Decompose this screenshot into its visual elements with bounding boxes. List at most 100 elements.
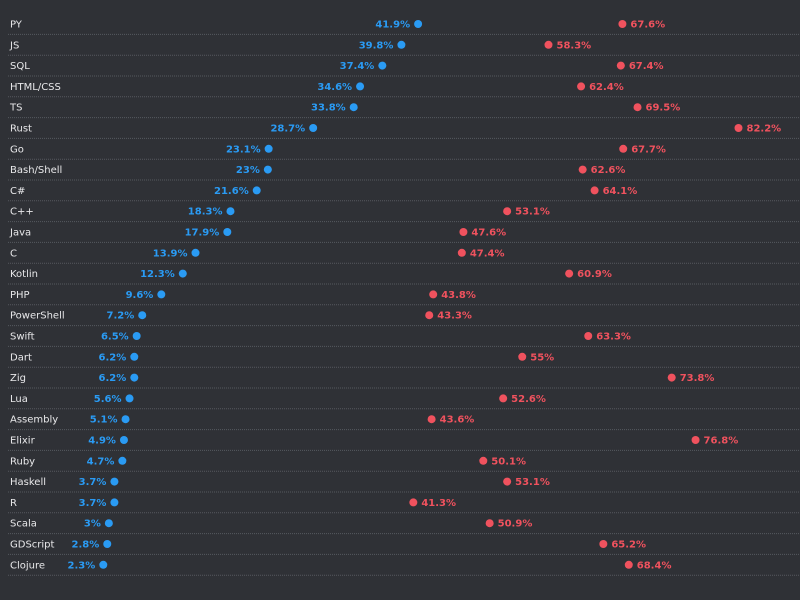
chart-row: Clojure 2.3% 68.4% <box>8 560 800 576</box>
low-point <box>349 103 358 112</box>
category-label: SQL <box>10 61 30 72</box>
low-point <box>264 144 273 153</box>
chart-row: Elixir 4.9% 76.8% <box>8 436 800 451</box>
chart-row: Dart 6.2% 55% <box>8 352 800 368</box>
high-point <box>409 498 418 507</box>
category-label: Rust <box>10 124 32 135</box>
low-point <box>356 82 365 91</box>
low-value-label: 4.7% <box>87 456 115 467</box>
low-value-label: 41.9% <box>375 20 410 31</box>
chart-row: Java 17.9% 47.6% <box>8 228 800 243</box>
category-label: HTML/CSS <box>10 82 61 93</box>
low-point <box>252 186 261 195</box>
chart-row: JS 39.8% 58.3% <box>8 40 800 56</box>
low-value-label: 17.9% <box>185 228 220 239</box>
high-value-label: 50.1% <box>491 456 526 467</box>
chart-row: Ruby 4.7% 50.1% <box>8 456 800 472</box>
low-value-label: 37.4% <box>340 61 375 72</box>
high-value-label: 62.4% <box>589 82 624 93</box>
high-point <box>518 352 527 361</box>
chart-row: Zig 6.2% 73.8% <box>8 373 800 389</box>
high-point <box>457 248 466 257</box>
low-point <box>223 228 232 236</box>
low-value-label: 34.6% <box>317 82 352 93</box>
high-point <box>633 103 642 112</box>
high-point <box>425 311 434 320</box>
category-label: Ruby <box>10 456 35 467</box>
low-value-label: 5.1% <box>90 415 118 426</box>
low-value-label: 13.9% <box>153 248 188 259</box>
high-value-label: 47.4% <box>470 248 505 259</box>
low-value-label: 21.6% <box>214 186 249 197</box>
low-value-label: 12.3% <box>140 269 175 280</box>
low-value-label: 5.6% <box>94 394 122 405</box>
high-value-label: 43.8% <box>441 290 476 301</box>
chart-row: PY 41.9% 67.6% <box>8 20 800 35</box>
low-point <box>99 560 108 569</box>
high-value-label: 67.7% <box>631 144 666 155</box>
low-value-label: 7.2% <box>107 311 135 322</box>
chart-row: PowerShell 7.2% 43.3% <box>8 311 800 327</box>
high-value-label: 62.6% <box>591 165 626 176</box>
low-value-label: 3% <box>84 519 101 530</box>
category-label: Assembly <box>10 415 58 426</box>
low-value-label: 4.9% <box>88 436 116 447</box>
high-value-label: 53.1% <box>515 207 550 218</box>
low-point <box>121 415 130 424</box>
chart-row: Kotlin 12.3% 60.9% <box>8 269 800 285</box>
category-label: PY <box>10 20 23 31</box>
chart-row: Scala 3% 50.9% <box>8 519 800 535</box>
category-label: Bash/Shell <box>10 165 62 176</box>
low-value-label: 9.6% <box>126 290 154 301</box>
high-point <box>734 124 743 132</box>
low-point <box>110 498 119 507</box>
low-value-label: 3.7% <box>79 498 107 509</box>
low-point <box>309 124 318 132</box>
chart-row: Bash/Shell 23% 62.6% <box>8 165 800 181</box>
low-point <box>103 540 112 548</box>
low-point <box>414 20 423 28</box>
high-point <box>577 82 586 91</box>
category-label: JS <box>9 40 19 51</box>
chart-rows: PY 41.9% 67.6% JS 39.8% 58.3% SQL 37.4% 67.4% HTM… <box>8 20 800 576</box>
high-point <box>618 20 627 28</box>
high-value-label: 43.6% <box>440 415 475 426</box>
high-point <box>544 40 553 49</box>
high-value-label: 52.6% <box>511 394 546 405</box>
high-point <box>479 456 488 465</box>
low-point <box>132 332 141 340</box>
high-value-label: 47.6% <box>471 228 506 239</box>
category-label: Lua <box>10 394 28 405</box>
high-value-label: 67.6% <box>630 20 665 31</box>
category-label: C <box>10 248 17 259</box>
high-value-label: 60.9% <box>577 269 612 280</box>
high-value-label: 50.9% <box>498 519 533 530</box>
low-value-label: 39.8% <box>359 40 394 51</box>
low-point <box>119 436 128 444</box>
low-point <box>130 373 139 382</box>
high-value-label: 41.3% <box>421 498 456 509</box>
high-point <box>590 186 599 195</box>
high-value-label: 76.8% <box>704 436 739 447</box>
category-label: Kotlin <box>10 269 38 280</box>
chart-row: Assembly 5.1% 43.6% <box>8 415 800 431</box>
high-point <box>691 436 700 444</box>
low-value-label: 18.3% <box>188 207 223 218</box>
low-point <box>138 311 147 320</box>
category-label: Java <box>9 228 31 239</box>
category-label: Dart <box>10 352 32 363</box>
high-point <box>578 165 587 174</box>
high-point <box>427 415 436 424</box>
chart-row: SQL 37.4% 67.4% <box>8 61 800 77</box>
high-value-label: 68.4% <box>637 560 672 571</box>
chart-row: Lua 5.6% 52.6% <box>8 394 800 410</box>
high-point <box>503 477 512 486</box>
chart-row: HTML/CSS 34.6% 62.4% <box>8 82 800 98</box>
category-label: C++ <box>10 207 34 218</box>
high-value-label: 67.4% <box>629 61 664 72</box>
chart-row: C 13.9% 47.4% <box>8 248 800 264</box>
low-value-label: 23.1% <box>226 144 261 155</box>
low-value-label: 28.7% <box>270 124 305 135</box>
low-value-label: 6.5% <box>101 332 129 343</box>
high-value-label: 64.1% <box>603 186 638 197</box>
